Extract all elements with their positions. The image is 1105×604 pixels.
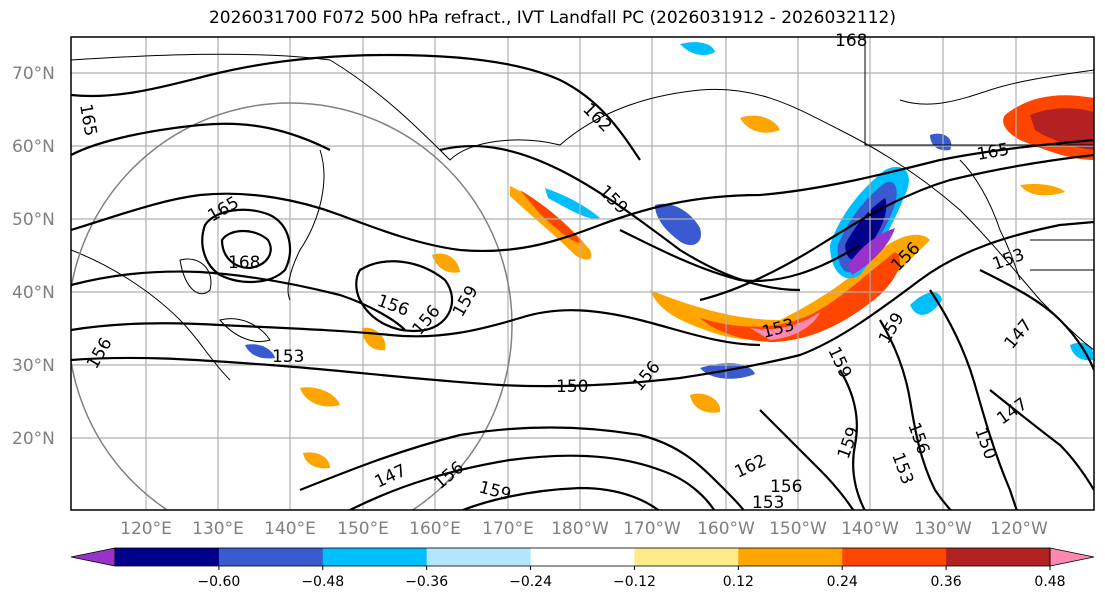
colorbar-tick-label: −0.48 xyxy=(301,574,344,590)
lat-label: 30°N xyxy=(12,356,55,376)
colorbar-segment xyxy=(530,548,635,566)
contour-label: 150 xyxy=(556,377,588,397)
lon-label: 130°W xyxy=(914,519,972,539)
shade-orange-band xyxy=(650,234,930,340)
lat-label: 20°N xyxy=(12,429,55,449)
map-background xyxy=(71,37,1094,510)
graticule xyxy=(71,37,1094,510)
colorbar-segments xyxy=(70,547,1095,567)
colorbar-tick-label: −0.12 xyxy=(613,574,656,590)
colorbar-segment xyxy=(738,548,843,566)
lon-label: 120°E xyxy=(120,519,172,539)
colorbar-tick-label: 0.48 xyxy=(1034,574,1065,590)
lat-label: 50°N xyxy=(12,210,55,230)
lon-label: 120°W xyxy=(990,519,1048,539)
lon-label: 170°W xyxy=(623,519,681,539)
shade-small-5 xyxy=(690,393,721,413)
contour-label: 156 xyxy=(770,477,802,497)
colorbar-outline xyxy=(114,547,1051,567)
colorbar-segment xyxy=(322,548,428,566)
colorbar-tick-label: −0.24 xyxy=(509,574,552,590)
colorbar-tick-label: 0.36 xyxy=(931,574,962,590)
lon-label: 160°W xyxy=(697,519,755,539)
shade-small-2 xyxy=(740,115,780,133)
lon-label: 130°E xyxy=(192,519,244,539)
shade-pink-spot xyxy=(750,312,820,340)
shade-small-1 xyxy=(680,42,715,56)
contour-label: 153 xyxy=(752,493,784,513)
map-border xyxy=(70,36,1095,511)
lon-label: 170°E xyxy=(482,519,534,539)
lat-label: 40°N xyxy=(12,283,55,303)
height-contours xyxy=(71,53,1094,510)
colorbar-segment xyxy=(634,548,739,566)
shade-navy-core xyxy=(845,198,887,261)
colorbar-tick-label: −0.36 xyxy=(405,574,448,590)
shade-ne-blob-core xyxy=(1030,108,1094,150)
lon-label: 180°W xyxy=(551,519,609,539)
colorbar-segment xyxy=(218,548,324,566)
colorbar-tick-label: 0.24 xyxy=(827,574,858,590)
shade-small-12 xyxy=(1020,183,1065,196)
colorbar-extend-left xyxy=(70,547,116,567)
shade-purple-core xyxy=(848,228,895,275)
longitude-labels: 120°E 130°E 140°E 150°E 160°E 170°E 180°… xyxy=(120,519,1048,539)
reference-circle xyxy=(71,102,513,510)
colorbar-segment xyxy=(426,548,532,566)
colorbar-segment xyxy=(842,548,947,566)
shade-blue-streak xyxy=(545,188,600,219)
shade-blue-blob xyxy=(655,203,701,246)
colorbar-extend-right xyxy=(1049,547,1095,567)
lon-label: 160°E xyxy=(409,519,461,539)
contour-label: 168 xyxy=(228,253,260,273)
contour-label: 168 xyxy=(835,31,867,51)
latitude-labels: 70°N 60°N 50°N 40°N 30°N 20°N xyxy=(12,64,55,449)
lon-label: 150°E xyxy=(337,519,389,539)
shade-small-9 xyxy=(432,253,460,273)
colorbar-tick-label: 0.12 xyxy=(723,574,754,590)
colorbar-segment xyxy=(115,548,220,566)
lon-label: 150°W xyxy=(769,519,827,539)
shade-small-7 xyxy=(300,387,340,407)
contour-label: 153 xyxy=(272,347,304,367)
colorbar-segment xyxy=(946,548,1051,566)
lon-label: 140°W xyxy=(841,519,899,539)
map-title: 2026031700 F072 500 hPa refract., IVT La… xyxy=(208,8,896,28)
colorbar-ticks: −0.60 −0.48 −0.36 −0.24 −0.12 0.12 0.24 0.36 0.4… xyxy=(197,566,1066,590)
lon-label: 140°E xyxy=(264,519,316,539)
colorbar-tick-label: −0.60 xyxy=(197,574,240,590)
lat-label: 70°N xyxy=(12,64,55,84)
shade-nw-streak-core xyxy=(520,190,582,243)
lat-label: 60°N xyxy=(12,137,55,157)
shade-small-10 xyxy=(303,452,330,469)
colorbar: −0.60 −0.48 −0.36 −0.24 −0.12 0.12 0.24 0.36 0.4… xyxy=(70,547,1095,590)
shade-small-8 xyxy=(245,344,275,359)
